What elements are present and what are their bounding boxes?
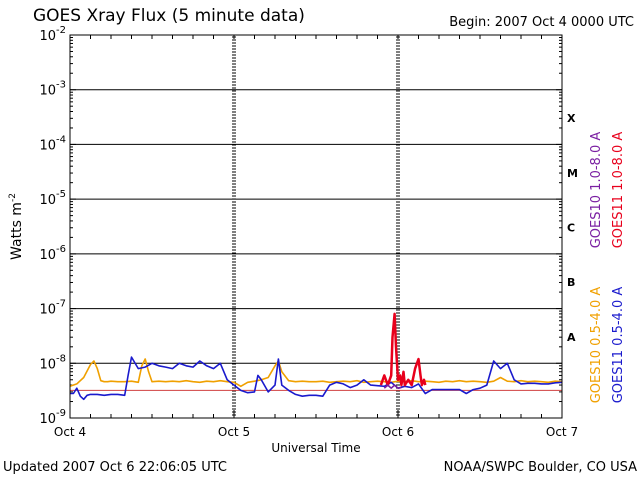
series-goes10-0-5-4-0-a (69, 358, 563, 388)
x-tick-label: Oct 7 (546, 425, 578, 439)
x-axis-label: Universal Time (271, 441, 360, 455)
legend-entry: GOES10 0.5-4.0 A (589, 287, 604, 404)
y-tick-label: 10-5 (39, 189, 66, 208)
series-goes11-1-0-8-0-a (379, 312, 427, 387)
begin-timestamp: Begin: 2007 Oct 4 0000 UTC (449, 15, 634, 30)
credit-text: NOAA/SWPC Boulder, CO USA (443, 460, 637, 475)
x-tick-label: Oct 6 (382, 425, 414, 439)
y-axis-label-exponent: -2 (8, 193, 18, 202)
x-tick-label: Oct 5 (218, 425, 250, 439)
x-tick-label: Oct 4 (54, 425, 86, 439)
legend: GOES10 1.0-8.0 A GOES11 1.0-8.0 A GOES10 0… (589, 132, 626, 404)
y-axis-label-text: Watts m (9, 202, 25, 260)
y-tick-label: 10-7 (39, 299, 66, 318)
flare-class-label: M (567, 167, 578, 180)
y-tick-label: 10-9 (39, 408, 66, 427)
series-goes10-1-0-8-0-a (383, 384, 402, 390)
x-axis-ticks: Oct 4 Oct 5 Oct 6 Oct 7 (54, 35, 578, 439)
y-axis-ticks: 10-9 10-8 10-7 10-6 10-5 10-4 10-3 10-2 (39, 25, 562, 427)
begin-value: 2007 Oct 4 0000 UTC (494, 15, 634, 30)
y-tick-label: 10-3 (39, 80, 66, 99)
y-tick-label: 10-6 (39, 244, 66, 263)
series-goes11-0-5-4-0-a (70, 356, 563, 401)
legend-entry: GOES11 1.0-8.0 A (611, 132, 626, 249)
y-tick-label: 10-2 (39, 25, 66, 44)
grid-lines (70, 89, 562, 364)
begin-label: Begin: (449, 15, 491, 30)
flare-class-label: C (567, 222, 575, 235)
flare-class-label: B (567, 276, 575, 289)
y-tick-label: 10-4 (39, 134, 66, 153)
day-divider-ticks (232, 36, 400, 416)
flare-class-labels: A B C M X (567, 112, 578, 344)
legend-entry: GOES11 0.5-4.0 A (611, 287, 626, 404)
chart-title: GOES Xray Flux (5 minute data) (33, 6, 305, 26)
svg-text:Watts m-2: Watts m-2 (8, 193, 25, 260)
flare-class-label: A (567, 331, 576, 344)
y-axis-label: Watts m-2 (8, 193, 25, 260)
flare-class-label: X (567, 112, 576, 125)
plot-frame (69, 34, 563, 419)
legend-entry: GOES10 1.0-8.0 A (589, 132, 604, 249)
y-tick-label: 10-8 (39, 353, 66, 372)
updated-timestamp: Updated 2007 Oct 6 22:06:05 UTC (3, 460, 227, 475)
series-layer (69, 312, 563, 401)
